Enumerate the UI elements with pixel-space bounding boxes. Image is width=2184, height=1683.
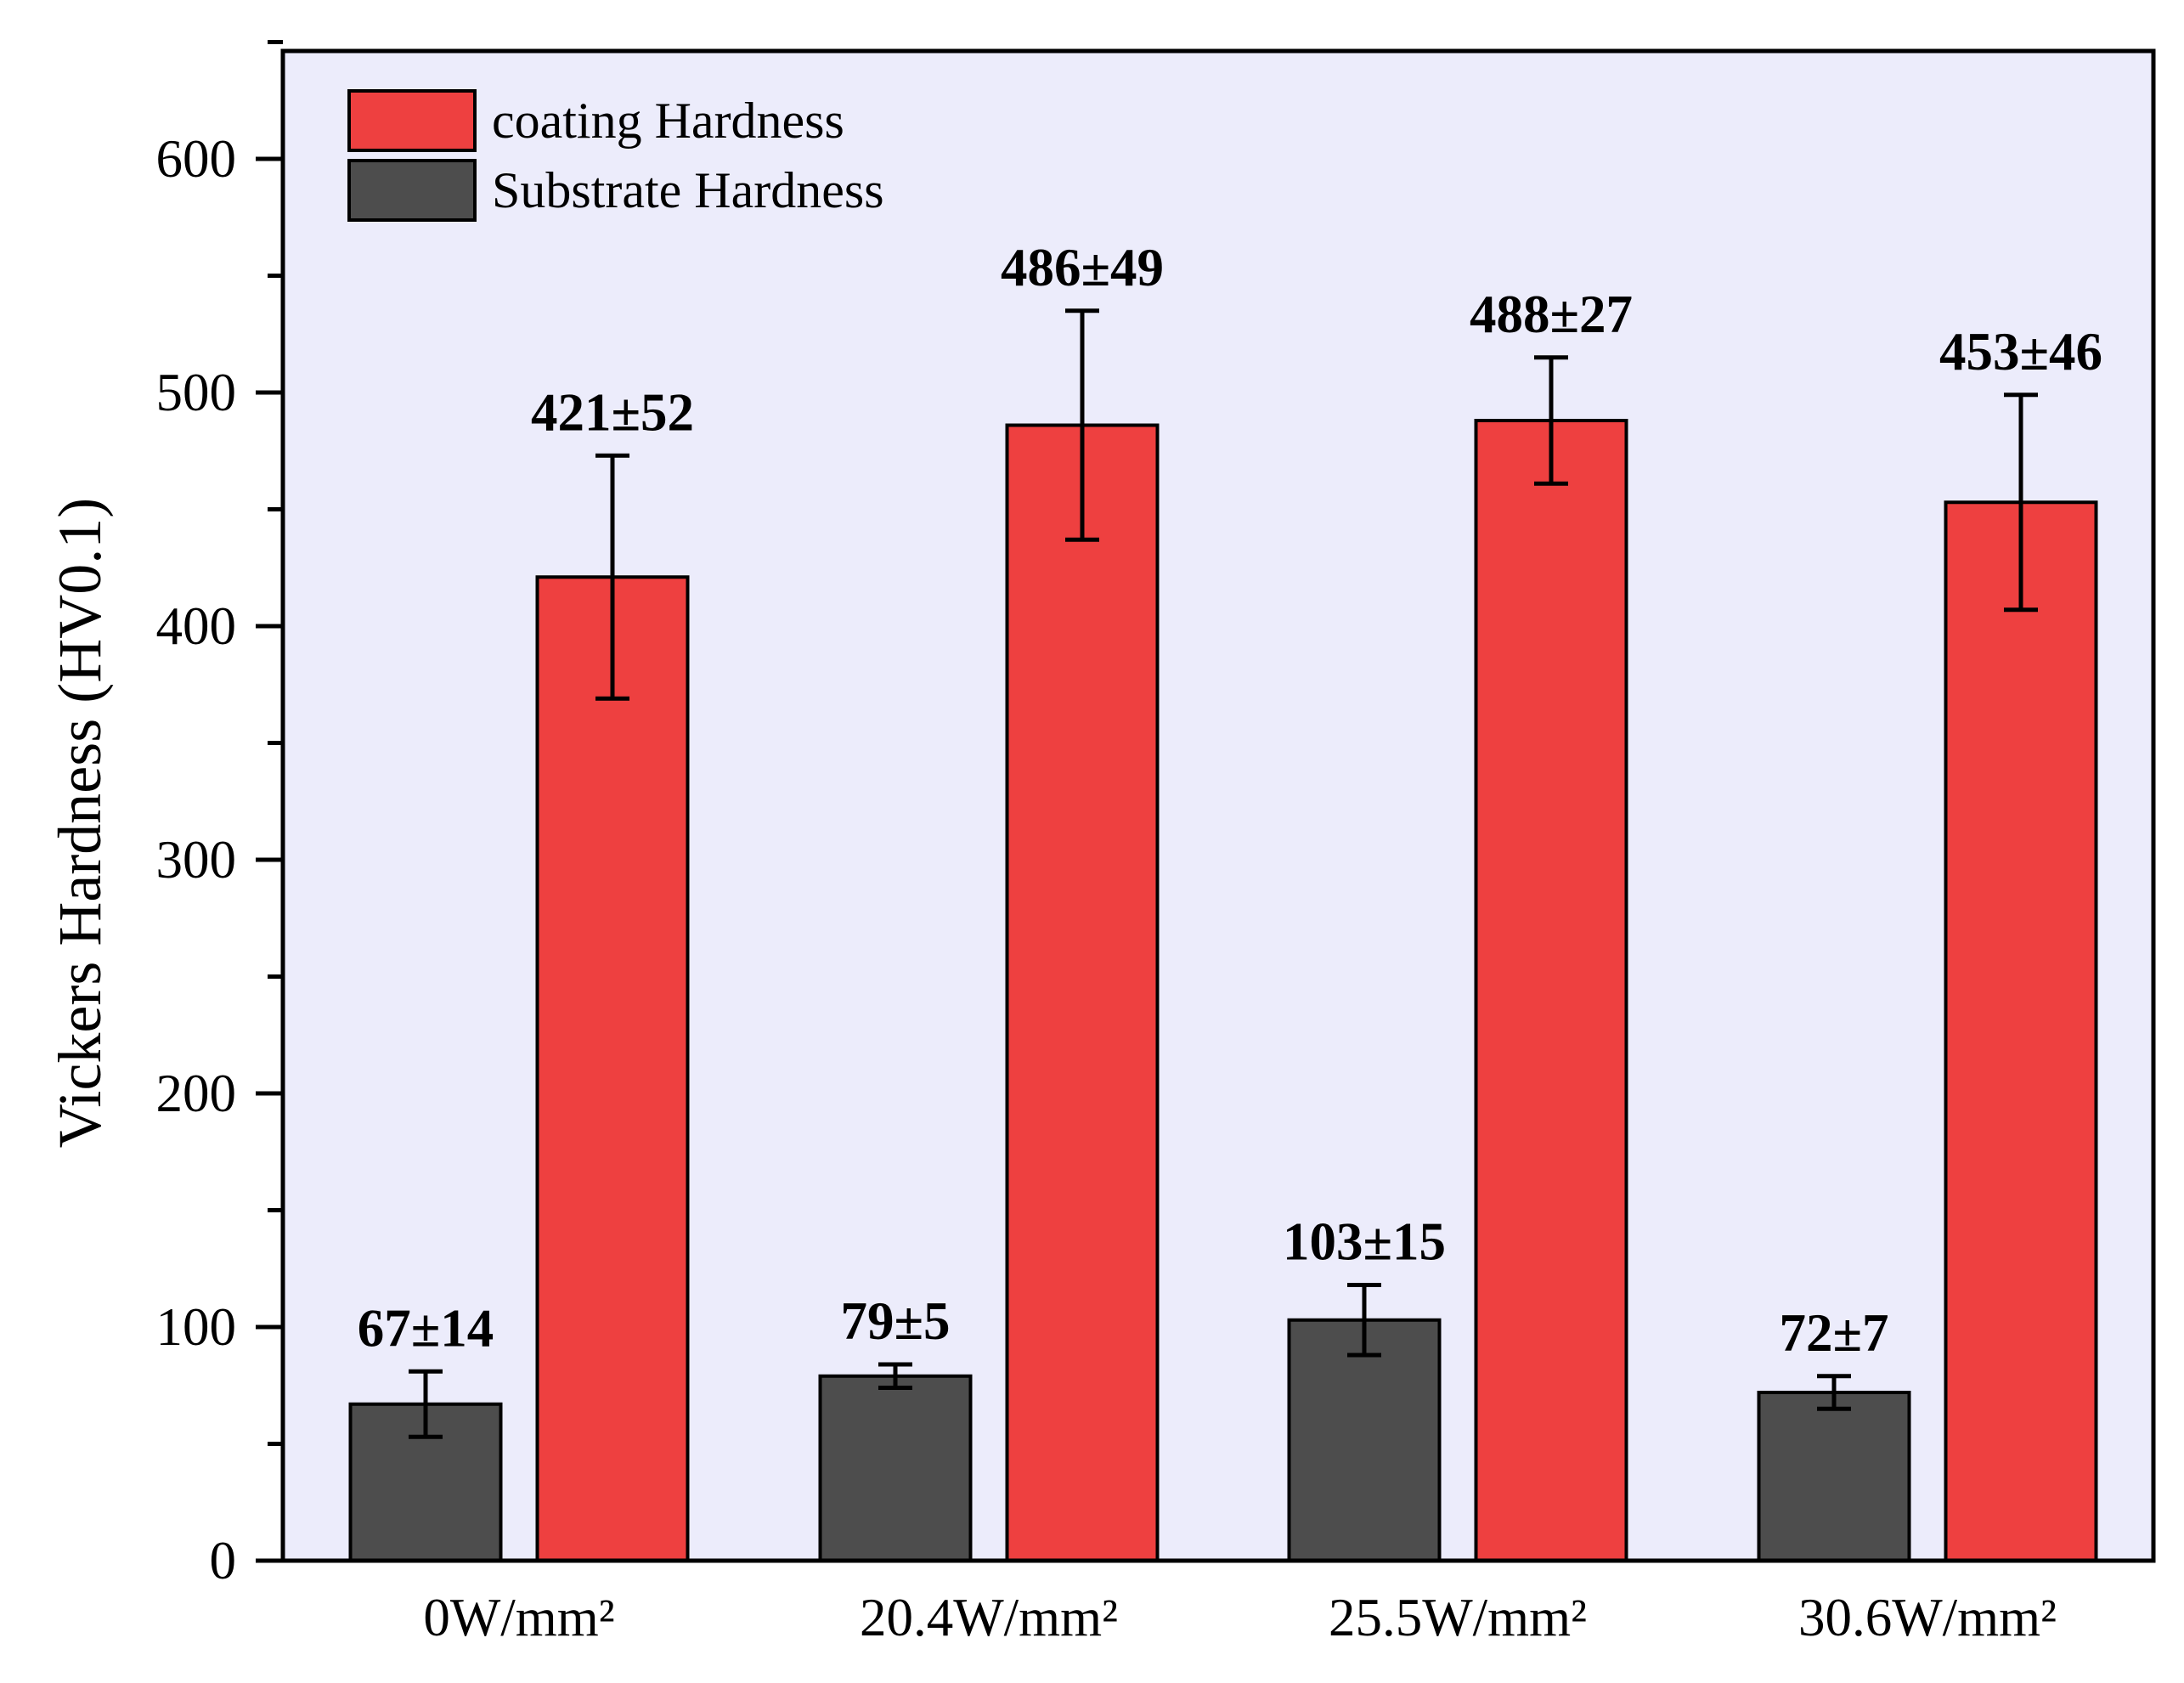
x-category-label: 30.6W/mm²: [1798, 1588, 2057, 1647]
data-label: 79±5: [840, 1291, 950, 1351]
legend-label: coating Hardness: [492, 93, 844, 149]
y-tick-label: 500: [156, 363, 237, 422]
y-tick-label: 400: [156, 596, 237, 656]
legend-swatch: [347, 159, 477, 222]
error-bar: [1347, 1283, 1381, 1358]
error-bar: [1817, 1374, 1851, 1411]
error-bar: [878, 1362, 912, 1390]
y-axis-title: Vickers Hardness (HV0.1): [46, 498, 114, 1148]
y-tick-label: 300: [156, 830, 237, 890]
error-bar: [409, 1369, 443, 1439]
x-category-label: 25.5W/mm²: [1329, 1588, 1587, 1647]
y-tick-label: 200: [156, 1064, 237, 1123]
y-tick-label: 100: [156, 1297, 237, 1357]
data-label: 103±15: [1283, 1212, 1446, 1272]
coating-bar: [1944, 500, 2098, 1562]
error-bar: [1065, 308, 1099, 542]
plot-frame: [280, 48, 2156, 1563]
data-label: 488±27: [1470, 285, 1633, 344]
error-bar: [595, 453, 629, 701]
data-label: 421±52: [531, 382, 694, 442]
y-tick-label: 600: [156, 129, 237, 189]
legend: coating Hardness Substrate Hardness: [347, 89, 884, 222]
coating-bar: [1474, 419, 1628, 1562]
error-bar: [2004, 393, 2038, 613]
data-label: 453±46: [1939, 322, 2102, 381]
y-tick-label: 0: [210, 1531, 237, 1590]
data-label: 67±14: [358, 1298, 494, 1358]
substrate-bar: [1757, 1391, 1911, 1562]
substrate-bar: [818, 1374, 973, 1562]
x-category-label: 0W/mm²: [423, 1588, 614, 1647]
coating-bar: [1005, 423, 1160, 1562]
error-bar: [1534, 355, 1568, 486]
coating-bar: [535, 575, 690, 1562]
legend-swatch: [347, 89, 477, 152]
x-category-label: 20.4W/mm²: [860, 1588, 1118, 1647]
data-label: 486±49: [1001, 238, 1164, 297]
legend-label: Substrate Hardness: [492, 162, 884, 218]
data-label: 72±7: [1779, 1303, 1888, 1363]
